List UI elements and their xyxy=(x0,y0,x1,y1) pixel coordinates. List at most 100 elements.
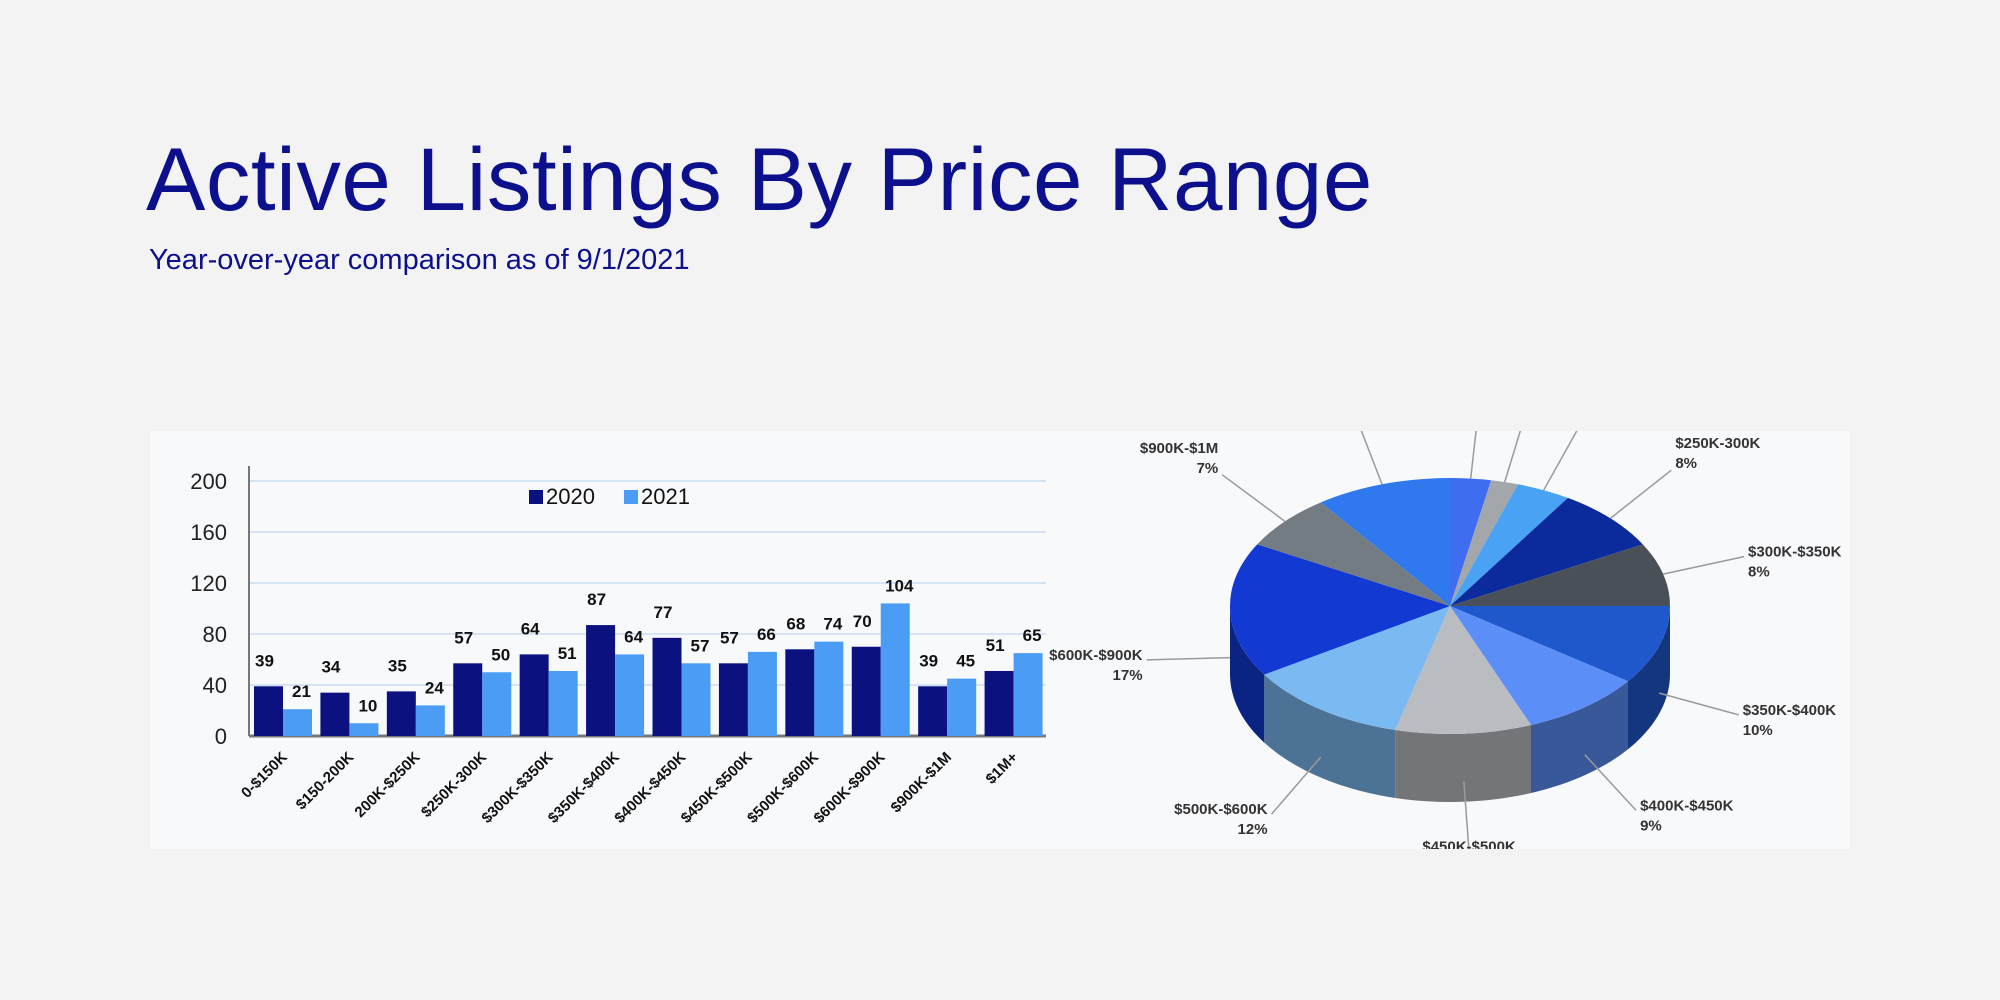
pie-label: $250K-300K 8% xyxy=(1675,435,1760,472)
data-label: 57 xyxy=(691,636,710,655)
y-tick-label: 200 xyxy=(190,469,227,494)
pie-label-pct: 10% xyxy=(1743,722,1773,739)
charts-panel: 0 40 80 120 160 200 39 21 0-$150K 34 10 $150-200K 35… xyxy=(150,431,1850,849)
pie-leader-line xyxy=(1659,692,1739,716)
pie-slice-$350K-$400K xyxy=(1450,606,1670,682)
pie-slice-$150-200K xyxy=(1450,480,1518,606)
bar-2021 xyxy=(349,723,379,736)
data-label: 50 xyxy=(491,645,510,664)
pie-label-name: $400K-$450K xyxy=(1640,797,1734,814)
data-label: 57 xyxy=(720,628,739,647)
legend-label-2020: 2020 xyxy=(546,484,595,509)
pie-side-$600K-$900K xyxy=(1230,606,1265,743)
pie-label-pct: 7% xyxy=(1197,460,1219,477)
pie-label: $400K-$450K 9% xyxy=(1640,797,1734,834)
pie-slice-$900K-$1M xyxy=(1257,502,1450,606)
pie-slice-$1M+ xyxy=(1320,478,1450,606)
pie-leader-line xyxy=(1146,656,1231,661)
bar-2020 xyxy=(386,691,416,736)
data-label: 45 xyxy=(956,652,975,671)
legend-swatch-2021 xyxy=(624,490,638,504)
pie-slice-$600K-$900K xyxy=(1230,544,1450,675)
bar-2021 xyxy=(615,654,645,736)
legend-swatch-2020 xyxy=(529,490,543,504)
pie-label: $500K-$600K 12% xyxy=(1174,801,1268,838)
page-subtitle: Year-over-year comparison as of 9/1/2021 xyxy=(149,244,690,276)
pie-side-$500K-$600K xyxy=(1264,674,1396,798)
pie-slice-$500K-$600K xyxy=(1264,606,1450,730)
pie-leader-line xyxy=(1463,781,1470,849)
pie-label: $900K-$1M 7% xyxy=(1140,440,1218,477)
data-label: 10 xyxy=(358,696,377,715)
bar-2021 xyxy=(880,603,910,736)
pie-label-name: $250K-300K xyxy=(1675,435,1760,452)
data-label: 24 xyxy=(425,678,444,697)
pie-label-pct: 12% xyxy=(1238,821,1268,838)
bar-2021 xyxy=(1013,653,1043,736)
bar-2021 xyxy=(747,651,777,736)
bar-2021 xyxy=(283,709,312,736)
pie-label-name: $600K-$900K xyxy=(1049,647,1143,664)
data-label: 34 xyxy=(321,658,340,677)
pie-leader-line xyxy=(1584,754,1637,811)
data-label: 68 xyxy=(786,614,805,633)
pie-label: $450K-$500K10% xyxy=(1422,839,1516,849)
data-label: 64 xyxy=(521,619,540,638)
y-tick-label: 40 xyxy=(203,673,227,698)
data-label: 74 xyxy=(823,615,842,634)
y-tick-label: 80 xyxy=(203,622,227,647)
pie-side-$400K-$450K xyxy=(1530,681,1628,794)
bar-2020 xyxy=(254,686,283,736)
pie-label-pct: 8% xyxy=(1748,564,1770,581)
page-title: Active Listings By Price Range xyxy=(146,129,1373,229)
data-label: 21 xyxy=(292,682,311,701)
pie-side-$350K-$400K xyxy=(1627,606,1670,750)
pie-label: $350K-$400K 10% xyxy=(1743,702,1837,739)
bar-2020 xyxy=(785,649,815,736)
data-label: 87 xyxy=(587,590,606,609)
pie-label-name: $300K-$350K xyxy=(1748,544,1842,561)
data-label: 35 xyxy=(388,656,407,675)
pie-slice-$450K-$500K xyxy=(1395,606,1531,734)
pie-label-name: $350K-$400K xyxy=(1743,702,1837,719)
pie-leader-line xyxy=(1469,431,1477,479)
bar-2020 xyxy=(984,670,1014,736)
pie-slice-200K-$250K xyxy=(1450,484,1568,606)
pie-slice-$300K-$350K xyxy=(1450,544,1670,606)
y-tick-label: 120 xyxy=(190,571,227,596)
data-label: 51 xyxy=(986,636,1005,655)
y-tick-label: 160 xyxy=(190,520,227,545)
pie-leader-line xyxy=(1543,431,1578,491)
data-label: 70 xyxy=(853,612,872,631)
pie-slice-0-$150K xyxy=(1450,478,1492,606)
pie-label: $600K-$900K 17% xyxy=(1049,647,1143,684)
pie-leader-line xyxy=(1609,469,1672,519)
pie-leader-line xyxy=(1270,756,1322,815)
pie-leader-line xyxy=(1221,474,1286,522)
bar-2020 xyxy=(851,646,881,736)
data-label: 57 xyxy=(454,628,473,647)
data-label: 64 xyxy=(624,627,643,646)
legend-label-2021: 2021 xyxy=(641,484,690,509)
bar-2021 xyxy=(415,705,445,736)
pie-label-pct: 9% xyxy=(1640,817,1662,834)
pie-label: $300K-$350K 8% xyxy=(1748,544,1842,581)
pie-leader-line xyxy=(1662,555,1745,575)
pie-label-name: $900K-$1M xyxy=(1140,440,1218,457)
data-label: 104 xyxy=(885,576,914,595)
bar-2020 xyxy=(652,637,682,736)
bar-2020 xyxy=(320,692,350,736)
data-label: 77 xyxy=(654,603,673,622)
bar-2021 xyxy=(814,641,844,736)
data-label: 39 xyxy=(255,651,274,670)
pie-slice-$400K-$450K xyxy=(1450,606,1628,726)
pie-label-pct: 8% xyxy=(1675,455,1697,472)
pie-side-$450K-$500K xyxy=(1395,725,1531,802)
pie-leader-line xyxy=(1503,431,1522,483)
pie-label-name: $500K-$600K xyxy=(1174,801,1268,818)
pie-chart: 0-$150K3%$150-200K2%200K-$250K4%$250K-30… xyxy=(1049,431,1842,849)
pie-leader-line xyxy=(1360,431,1383,485)
y-tick-label: 0 xyxy=(215,724,227,749)
bar-2020 xyxy=(519,654,549,736)
data-label: 51 xyxy=(558,644,577,663)
